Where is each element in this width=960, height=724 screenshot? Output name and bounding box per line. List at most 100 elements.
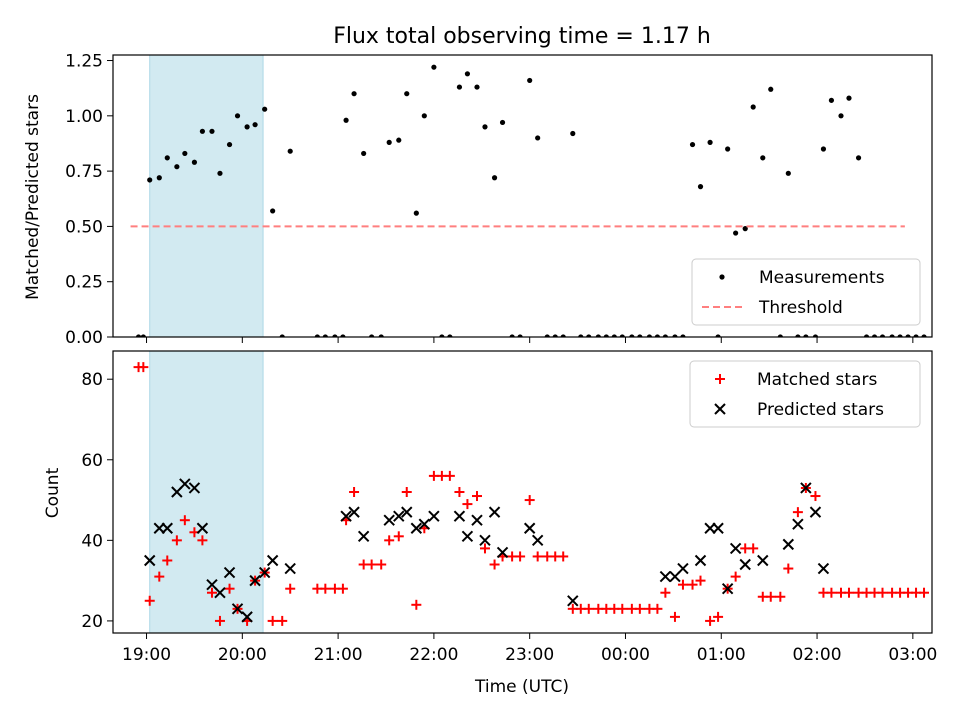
axes-frame [112,54,933,338]
matched-point [384,535,395,546]
matched-point [713,611,724,622]
x-tick-label: 01:00 [697,645,746,665]
predicted-point [721,582,734,595]
bottom-panel: 20 40 60 80 19:00 20:00 21:00 22:00 23:00 00:00 01… [81,350,937,665]
predicted-point-b [206,578,218,591]
measurement-point [226,141,233,148]
legend-frame [689,360,921,428]
measurement-point [889,334,895,337]
measurement-point [662,334,668,337]
predicted-point-b [659,570,672,583]
x-tick-label: 19:00 [122,645,171,665]
predicted-point [817,562,830,575]
predicted-point-b [401,506,413,518]
highlight-span [149,351,264,633]
predicted-legend-marker [714,403,726,415]
matched-point [730,571,741,582]
predicted-point-b [817,562,830,575]
matched-point [349,487,360,497]
measurement-point [707,139,713,145]
measurement-point [689,141,696,148]
matched-point [206,587,217,598]
matched-point [634,603,645,614]
measurement-point [209,128,215,134]
measurement-point [482,124,488,130]
y-tick-label: 1.00 [65,107,103,127]
legend-frame [691,258,921,326]
measurement-point [595,334,601,337]
measurement-point [140,334,146,337]
measurement-point [182,150,188,157]
matched-point [687,579,698,590]
matched-point [919,587,930,598]
measurement-point [164,155,170,161]
measurements-legend-label: Measurements [759,268,885,288]
measurement-point [174,164,180,170]
predicted-point [694,554,707,567]
plot-area [130,55,927,337]
measurement-point [742,226,748,232]
measurement-point [921,334,927,337]
predicted-point [161,522,173,534]
bottom-y-axis-label: Count [43,467,63,518]
measurement-point [785,170,791,176]
predicted-point [383,514,395,526]
measurement-point [560,334,566,337]
matched-point [162,555,173,566]
predicted-point [471,514,483,526]
predicted-point [410,522,423,534]
measurement-point [447,334,453,337]
measurement-point [314,334,320,337]
predicted-point-b [792,518,804,530]
x-tick-label: 03:00 [888,645,937,665]
predicted-point-b [488,506,501,518]
predicted-point-b [496,546,509,559]
predicted-point [453,510,466,522]
predicted-point [782,538,795,551]
predicted-point-b [357,530,370,543]
matched-point [138,362,149,373]
measurement-point [474,84,480,90]
measurement-point [386,139,392,145]
matched-point [765,591,776,602]
measurement-point [586,334,592,337]
measurement-point [637,334,643,337]
measurement-point [750,104,756,110]
predicted-point [479,534,491,547]
measurement-point [361,150,367,157]
matched-point [558,551,569,562]
matched-point [783,563,794,574]
predicted-point-b [410,522,423,534]
y-tick-label: 60 [81,451,103,471]
measurement-point [396,137,402,143]
predicted-point-b [196,522,209,534]
measurement-point [654,334,661,337]
y-tick-label: 1.25 [65,52,103,72]
matched-point [179,515,190,526]
predicted-point [757,554,769,567]
predicted-point [284,562,296,575]
measurement-point [464,71,471,77]
measurement-point [217,170,223,176]
matched-point [810,491,821,502]
matched-legend-label: Matched stars [757,370,877,390]
measurement-point [244,124,250,130]
predicted-point [241,611,253,623]
x-tick-label: 00:00 [601,645,650,665]
measurement-point [803,334,809,337]
predicted-point-b [531,534,544,547]
measurement-point [619,334,625,337]
matched-point [267,615,278,626]
predicted-point-b [161,522,173,534]
matched-point [444,470,455,481]
predicted-point [214,587,226,599]
measurement-point [191,159,198,165]
predicted-legend-label: Predicted stars [757,400,884,420]
matched-point [320,583,331,594]
measurement-point [156,175,162,181]
measurement-point [897,334,903,337]
matched-point [401,487,412,497]
predicted-point-b [567,595,579,607]
measurement-point [812,334,819,337]
